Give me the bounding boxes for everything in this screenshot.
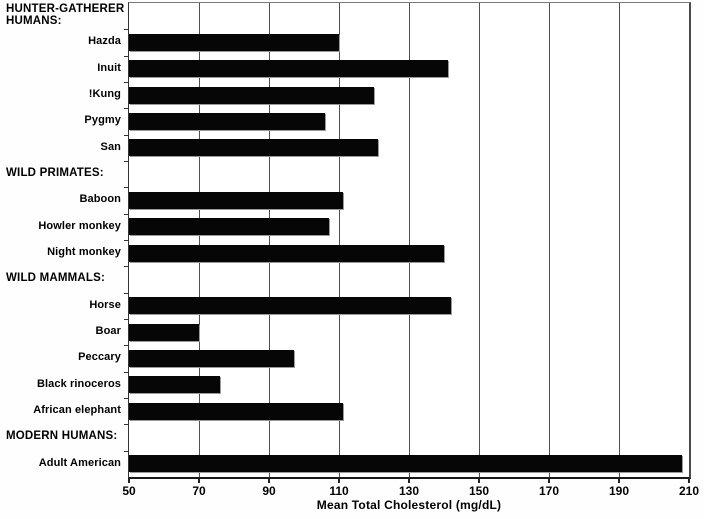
y-axis-tick (124, 213, 129, 215)
category-label-inuit: Inuit (97, 61, 121, 74)
category-label-hazda: Hazda (88, 35, 121, 48)
category-label-pygmy: Pygmy (84, 114, 121, 127)
x-axis-tick-150 (478, 478, 480, 483)
category-labels: HUNTER-GATHERER HUMANS: Hazda Inuit !Kung Py… (0, 2, 126, 476)
y-axis-tick (124, 292, 129, 294)
bar-pygmy (129, 113, 325, 130)
x-axis-title: Mean Total Cholesterol (mg/dL) (316, 498, 502, 512)
gridline-170 (549, 3, 550, 477)
bar-peccary (129, 350, 294, 367)
bar-night-monkey (129, 244, 444, 262)
x-axis-tick-50 (128, 478, 130, 483)
gridline-70 (199, 3, 200, 477)
x-axis-ticklabel-50: 50 (122, 484, 136, 498)
gridline-90 (269, 3, 270, 477)
y-axis-tick (124, 345, 129, 347)
x-axis-ticklabel-190: 190 (608, 484, 630, 498)
y-axis-tick (124, 319, 129, 320)
plot-area (124, 2, 691, 479)
bar-black-rinoceros (129, 376, 220, 394)
category-label-horse: Horse (89, 298, 121, 311)
category-label-black-rinoceros: Black rinoceros (36, 377, 121, 390)
x-axis-ticklabel-130: 130 (398, 484, 420, 498)
y-axis-tick (124, 82, 129, 83)
x-axis: 50 70 90 110 130 150 170 190 210 (122, 478, 699, 498)
category-label-san: San (100, 140, 121, 153)
y-axis-tick (124, 398, 129, 399)
y-axis-tick (124, 266, 129, 268)
x-axis-ticklabel-70: 70 (192, 484, 206, 498)
x-axis-ticklabel-90: 90 (262, 484, 276, 498)
x-axis-tick-170 (548, 478, 550, 483)
y-axis-tick (124, 161, 129, 162)
bar-kung (129, 86, 374, 104)
x-axis-ticklabel-170: 170 (538, 484, 560, 498)
group-label-modern-humans: MODERN HUMANS: (6, 430, 118, 443)
x-axis-ticklabel-110: 110 (329, 484, 349, 498)
category-label-night-monkey: Night monkey (47, 246, 121, 259)
category-label-howler-monkey: Howler monkey (38, 219, 121, 232)
y-axis-tick (124, 424, 129, 426)
x-axis-tick-190 (618, 478, 620, 483)
bar-boar (129, 323, 199, 341)
category-label-kung: !Kung (88, 88, 121, 101)
bar-inuit (129, 60, 448, 78)
gridline-130 (409, 3, 410, 477)
y-axis-tick (124, 55, 129, 57)
y-axis-tick (124, 450, 129, 452)
bar-howler-monkey (129, 218, 329, 236)
category-label-african-elephant: African elephant (33, 404, 121, 417)
bar-baboon (129, 192, 343, 209)
bar-san (129, 139, 378, 157)
y-axis-tick (124, 187, 129, 189)
y-axis-tick (124, 134, 129, 136)
y-axis-tick (124, 240, 129, 241)
bar-hazda (129, 34, 339, 51)
group-label-wild-primates: WILD PRIMATES: (6, 167, 104, 180)
group-label-wild-mammals: WILD MAMMALS: (6, 272, 106, 285)
x-axis-tick-210 (688, 478, 690, 483)
bar-african-elephant (129, 402, 343, 420)
gridline-110 (339, 3, 340, 477)
category-label-adult-american: Adult American (38, 456, 121, 469)
bar-adult-american (129, 455, 682, 473)
bar-horse (129, 297, 451, 315)
x-axis-tick-130 (408, 478, 410, 483)
x-axis-ticklabel-150: 150 (468, 484, 490, 498)
gridline-190 (619, 3, 620, 477)
x-axis-tick-110 (338, 478, 340, 483)
gridline-150 (479, 3, 480, 477)
y-axis-tick (124, 371, 129, 373)
category-label-peccary: Peccary (78, 351, 121, 364)
category-label-boar: Boar (95, 325, 121, 338)
group-label-hunter-gatherer-humans: HUNTER-GATHERER HUMANS: (6, 3, 125, 28)
x-axis-ticklabel-210: 210 (678, 484, 700, 498)
x-axis-tick-70 (198, 478, 200, 483)
y-axis-tick (124, 108, 129, 110)
y-axis-tick (124, 29, 129, 31)
category-label-baboon: Baboon (79, 193, 121, 206)
x-axis-tick-90 (268, 478, 270, 483)
